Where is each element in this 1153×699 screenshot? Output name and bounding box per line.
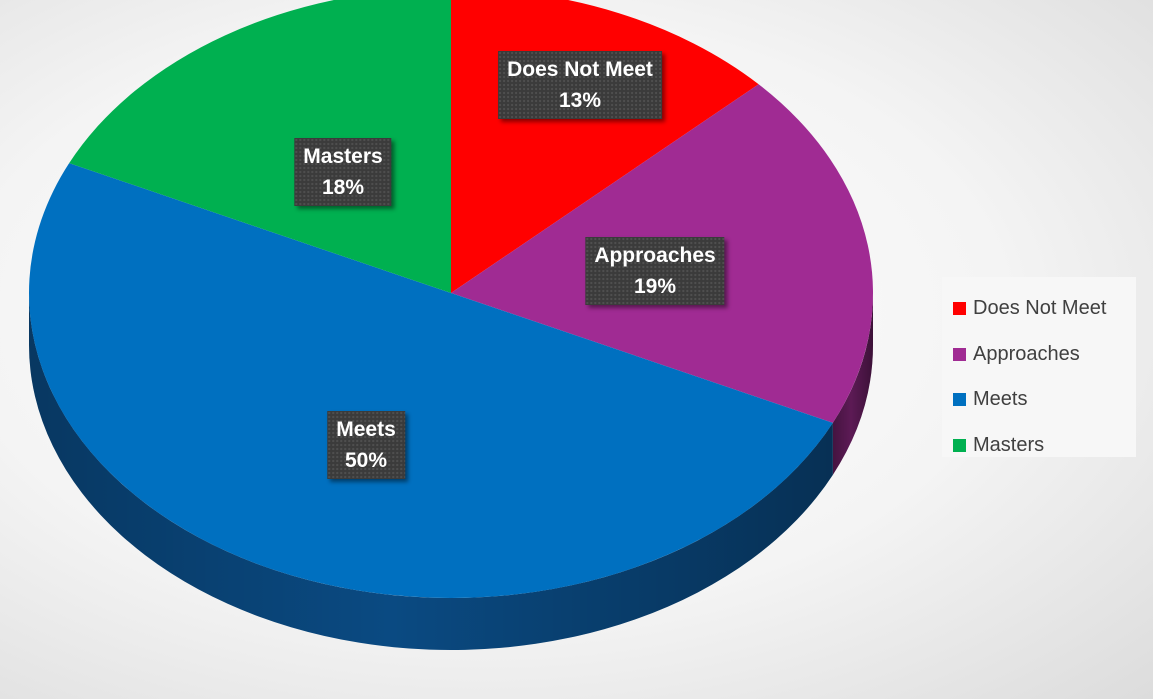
data-label-masters: Masters 18%: [294, 138, 392, 206]
data-label-meets: Meets 50%: [327, 411, 405, 479]
pie-side-shade-approaches: [832, 293, 873, 475]
legend-item-masters: Masters: [942, 423, 1136, 469]
pie-slices: [29, 0, 874, 598]
legend-swatch-does-not-meet: [953, 302, 966, 316]
data-label-masters-value: 18%: [321, 176, 365, 199]
data-label-does-not-meet-category: Does Not Meet: [507, 58, 653, 81]
legend: Does Not Meet Approaches Meets Masters: [942, 277, 1136, 457]
data-label-approaches-category: Approaches: [594, 244, 716, 267]
data-label-approaches: Approaches 19%: [585, 237, 725, 305]
data-label-approaches-value: 19%: [633, 275, 677, 298]
legend-label-masters: Masters: [973, 433, 1045, 456]
data-label-masters-category: Masters: [303, 145, 383, 168]
legend-swatch-masters: [953, 438, 966, 452]
legend-swatch-meets: [953, 393, 966, 407]
legend-label-does-not-meet: Does Not Meet: [973, 297, 1107, 320]
data-label-does-not-meet: Does Not Meet 13%: [498, 51, 662, 119]
legend-swatch-approaches: [953, 347, 966, 361]
pie-slice-meets: [29, 163, 833, 598]
data-label-meets-value: 50%: [344, 449, 388, 472]
pie-slice-masters: [69, 0, 451, 293]
legend-item-approaches: Approaches: [942, 332, 1136, 378]
legend-label-meets: Meets: [973, 388, 1028, 411]
legend-item-meets: Meets: [942, 377, 1136, 423]
data-label-does-not-meet-value: 13%: [558, 89, 602, 112]
legend-label-approaches: Approaches: [973, 342, 1080, 365]
pie-side-walls: [29, 293, 873, 651]
pie-side-shade-meets: [29, 293, 833, 651]
legend-item-does-not-meet: Does Not Meet: [942, 286, 1136, 332]
data-label-meets-category: Meets: [336, 418, 396, 441]
